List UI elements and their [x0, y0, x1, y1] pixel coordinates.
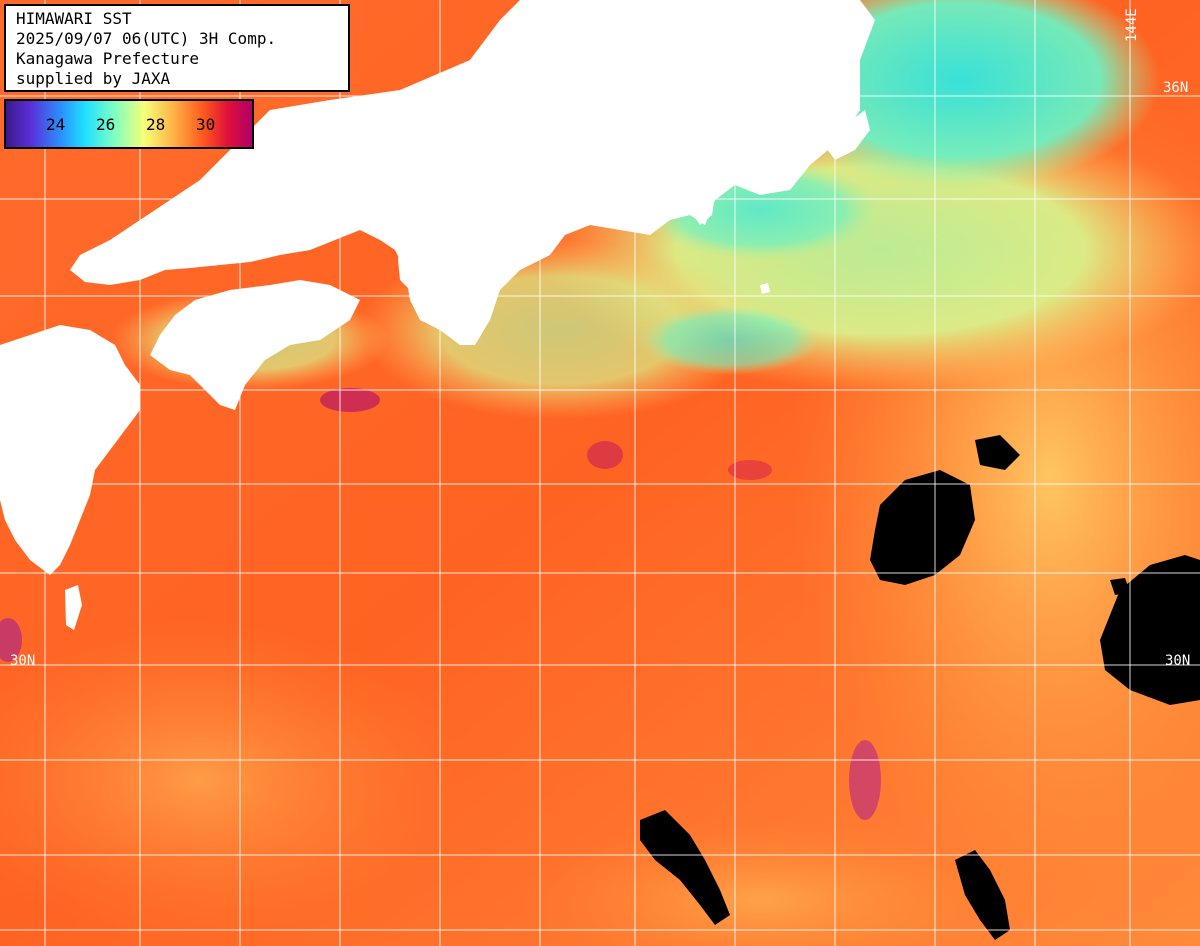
lat-label-30n-left: 30N: [10, 653, 36, 669]
no-data-cloud: [955, 850, 1010, 940]
land-honshu: [70, 0, 875, 345]
no-data-cloud: [975, 435, 1020, 470]
data-credit: supplied by JAXA: [16, 69, 171, 88]
land-boso-peninsula: [820, 110, 870, 160]
land-tanegashima: [65, 585, 82, 630]
no-data-cloud: [1110, 578, 1130, 595]
info-box: HIMAWARI SST 2025/09/07 06(UTC) 3H Comp.…: [4, 4, 350, 92]
hot-spot: [0, 618, 22, 662]
legend-tick-24: 24: [46, 115, 66, 134]
legend-tick-28: 28: [146, 115, 166, 134]
lat-label-36n: 36N: [1163, 80, 1189, 96]
source-prefecture: Kanagawa Prefecture: [16, 49, 200, 68]
hot-spot: [320, 388, 380, 412]
legend-tick-26: 26: [96, 115, 116, 134]
no-data-cloud: [870, 470, 975, 585]
color-legend: 24 26 28 30: [4, 99, 254, 149]
southwest-warm-area: [0, 620, 460, 940]
product-title: HIMAWARI SST: [16, 9, 132, 28]
land-awaji-island: [398, 240, 425, 290]
hot-spot: [587, 441, 623, 469]
hot-spot: [849, 740, 881, 820]
land-oshima: [760, 283, 770, 294]
land-izu-peninsula: [690, 180, 715, 225]
lat-label-30n-right: 30N: [1165, 653, 1191, 669]
land-kyushu: [0, 325, 140, 575]
legend-tick-30: 30: [196, 115, 216, 134]
lon-label-144e: 144E: [1124, 8, 1140, 42]
cyan-offshore-patch: [640, 305, 820, 375]
land-shikoku: [150, 280, 360, 410]
no-data-cloud: [640, 810, 730, 925]
hot-spot: [728, 460, 772, 480]
observation-time: 2025/09/07 06(UTC) 3H Comp.: [16, 29, 277, 48]
south-warm-area: [520, 820, 1000, 946]
